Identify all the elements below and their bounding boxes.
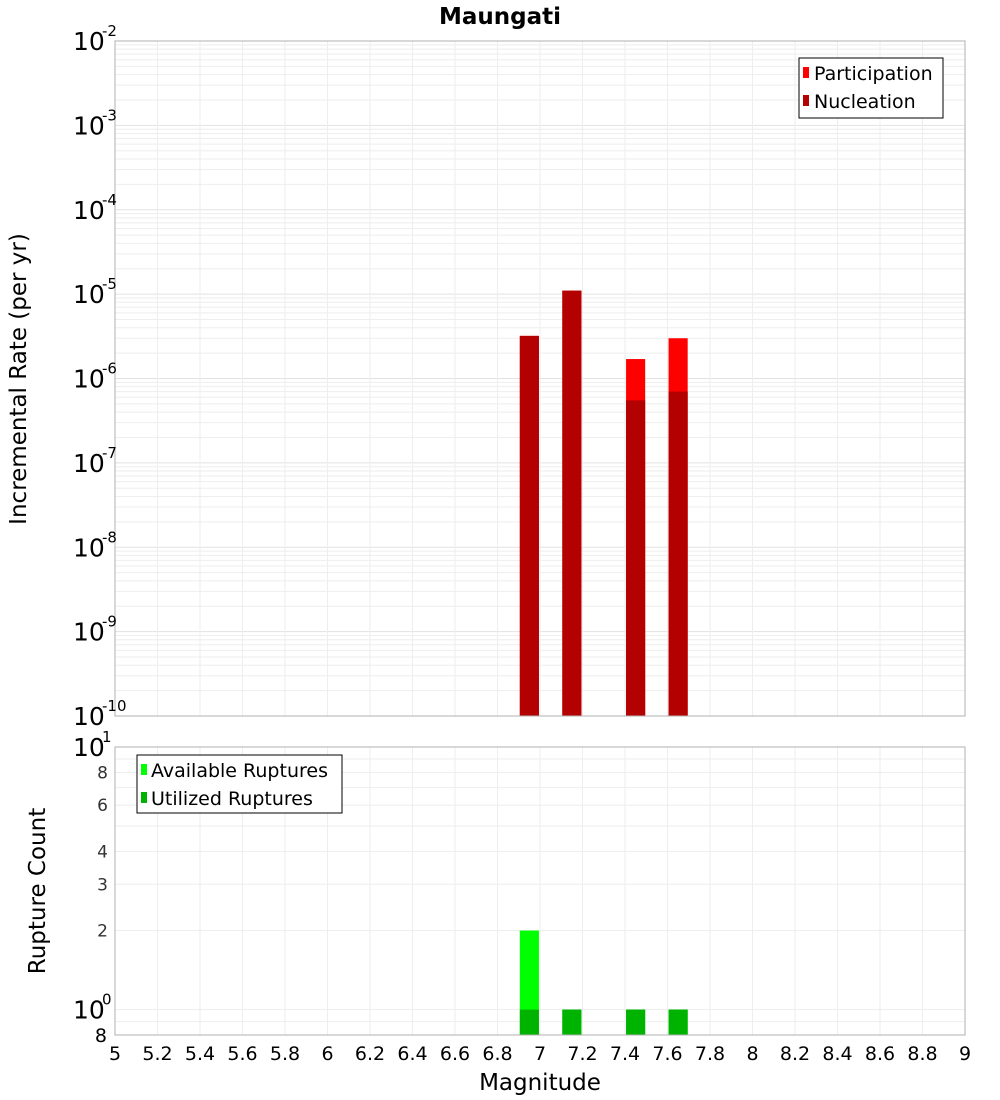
bottom-legend: Available Ruptures Utilized Ruptures	[136, 754, 343, 814]
x-tick-label: 5.4	[185, 1043, 215, 1065]
x-tick-label: 8	[746, 1043, 758, 1065]
x-tick-label: 6.8	[482, 1043, 512, 1065]
bottom-bars	[519, 930, 688, 1035]
x-ticks: 5 5.2 5.4 5.6 5.8 6 6.2 6.4 6.6 6.8 7 7.2 7.4 7.6 7.8 8…	[109, 1043, 971, 1065]
x-tick-label: 5	[109, 1043, 121, 1065]
legend-label-nucleation: Nucleation	[814, 91, 916, 113]
chart-title: Maungati	[439, 4, 561, 30]
top-y-axis-label: Incremental Rate (per yr)	[6, 233, 32, 525]
top-y-tick: 10-10	[73, 697, 127, 731]
top-y-tick-exponent: -7	[102, 444, 117, 462]
top-y-tick: 10-3	[73, 106, 117, 140]
top-y-tick-base: 10	[73, 533, 105, 562]
top-bars	[519, 290, 688, 716]
top-y-tick-exponent: -10	[102, 697, 127, 715]
bottom-y-major-tick: 101	[73, 728, 112, 762]
bottom-y-tick-exponent: 0	[102, 991, 112, 1009]
bar-utilized-ruptures	[562, 1009, 582, 1035]
top-plot-frame	[114, 40, 966, 717]
bar-nucleation	[519, 335, 539, 716]
x-tick-label: 8.4	[822, 1043, 852, 1065]
legend-swatch-participation	[803, 67, 809, 78]
x-tick-label: 5.8	[270, 1043, 300, 1065]
x-tick-label: 9	[959, 1043, 971, 1065]
top-plot: 10-210-310-410-510-610-710-810-910-10 In…	[6, 22, 966, 731]
bottom-y-major-tick: 100	[73, 991, 112, 1025]
bar-utilized-ruptures	[668, 1009, 688, 1035]
x-tick-label: 7.8	[695, 1043, 725, 1065]
top-legend-box	[798, 57, 944, 119]
legend-swatch-utilized-ruptures	[141, 792, 147, 803]
bottom-y-tick-label: 3	[97, 875, 108, 895]
top-y-ticks: 10-210-310-410-510-610-710-810-910-10	[73, 22, 127, 731]
top-y-tick: 10-2	[73, 22, 117, 56]
x-tick-label: 7	[534, 1043, 546, 1065]
top-y-tick: 10-7	[73, 444, 117, 478]
bottom-y-tick-label: 2	[97, 922, 108, 942]
bottom-y-tick-base: 10	[73, 996, 105, 1025]
bottom-plot-frame	[114, 746, 966, 1036]
top-y-tick-base: 10	[73, 702, 105, 731]
bottom-y-tick-base: 10	[73, 733, 105, 762]
legend-swatch-nucleation	[803, 95, 809, 106]
legend-label-available-ruptures: Available Ruptures	[151, 760, 328, 782]
legend-swatch-available-ruptures	[141, 764, 147, 775]
x-tick-label: 7.2	[567, 1043, 597, 1065]
top-grid	[114, 41, 966, 717]
top-y-tick-exponent: -5	[102, 275, 117, 293]
x-tick-label: 7.6	[652, 1043, 682, 1065]
x-tick-label: 8.8	[907, 1043, 937, 1065]
bottom-legend-box	[136, 754, 343, 814]
bottom-y-axis-label: Rupture Count	[25, 808, 51, 974]
top-y-tick: 10-6	[73, 360, 117, 394]
top-y-tick-base: 10	[73, 449, 105, 478]
top-y-tick-exponent: -9	[102, 613, 117, 631]
x-tick-label: 5.6	[227, 1043, 257, 1065]
x-tick-label: 6	[321, 1043, 333, 1065]
top-y-tick-exponent: -8	[102, 528, 117, 546]
top-y-tick-base: 10	[73, 27, 105, 56]
top-y-tick: 10-4	[73, 191, 117, 225]
bar-utilized-ruptures	[519, 1009, 539, 1035]
top-y-tick-base: 10	[73, 196, 105, 225]
x-tick-label: 6.4	[397, 1043, 427, 1065]
top-y-tick-base: 10	[73, 280, 105, 309]
top-y-tick-base: 10	[73, 618, 105, 647]
x-tick-label: 7.4	[610, 1043, 640, 1065]
top-y-tick: 10-8	[73, 528, 117, 562]
x-tick-label: 6.6	[440, 1043, 470, 1065]
bottom-y-tick-exponent: 1	[102, 728, 112, 746]
bottom-y-tick-label: 6	[97, 796, 108, 816]
bottom-y-tick-label: 8	[97, 763, 108, 783]
top-y-tick-exponent: -3	[102, 106, 117, 124]
legend-label-utilized-ruptures: Utilized Ruptures	[151, 788, 313, 810]
x-tick-label: 5.2	[142, 1043, 172, 1065]
x-axis-label: Magnitude	[479, 1070, 601, 1096]
legend-label-participation: Participation	[814, 63, 933, 85]
top-y-tick-exponent: -4	[102, 191, 117, 209]
x-tick-label: 6.2	[355, 1043, 385, 1065]
top-y-tick: 10-9	[73, 613, 117, 647]
top-y-tick: 10-5	[73, 275, 117, 309]
bar-nucleation	[626, 400, 646, 716]
bar-nucleation	[562, 290, 582, 716]
bottom-y-tick-label: 4	[97, 842, 108, 862]
x-tick-label: 8.6	[865, 1043, 895, 1065]
top-legend: Participation Nucleation	[798, 57, 944, 119]
top-y-tick-base: 10	[73, 111, 105, 140]
bar-nucleation	[668, 391, 688, 716]
bar-utilized-ruptures	[626, 1009, 646, 1035]
top-y-tick-exponent: -2	[102, 22, 117, 40]
x-tick-label: 8.2	[780, 1043, 810, 1065]
bottom-y-tick-label: 8	[95, 1025, 107, 1047]
bar-available-ruptures	[519, 930, 539, 1035]
top-y-tick-exponent: -6	[102, 360, 117, 378]
top-y-tick-base: 10	[73, 365, 105, 394]
